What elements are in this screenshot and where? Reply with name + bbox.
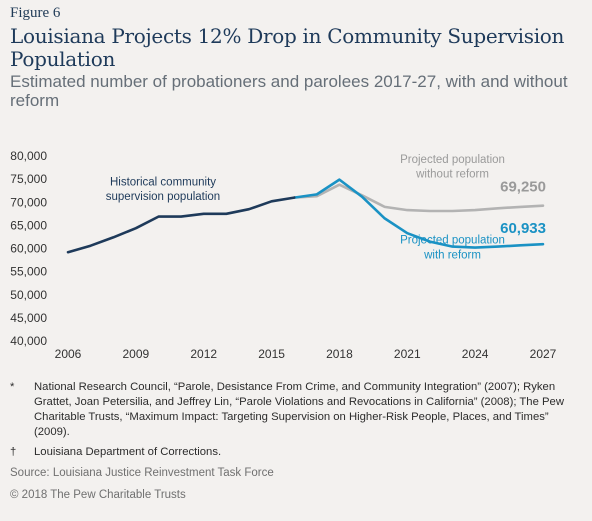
chart-title: Louisiana Projects 12% Drop in Community… xyxy=(10,24,565,71)
footnote-mark-1: * xyxy=(10,381,15,393)
without-reform-end-value: 69,250 xyxy=(500,179,546,196)
y-tick-label: 45,000 xyxy=(10,311,47,325)
series-layer xyxy=(66,178,545,254)
x-tick-label: 2015 xyxy=(258,347,285,361)
y-tick-label: 65,000 xyxy=(10,218,47,232)
figure-label: Figure 6 xyxy=(10,5,61,21)
footnote-text-1: National Research Council, “Parole, Desi… xyxy=(34,381,564,438)
x-tick-label: 2012 xyxy=(190,347,217,361)
footnote-1: * National Research Council, “Parole, De… xyxy=(10,380,582,440)
line-chart: 40,000 45,000 50,000 55,000 60,000 65,000 70,0… xyxy=(10,149,557,361)
copyright: © 2018 The Pew Charitable Trusts xyxy=(10,489,186,501)
historical-label-line-1: Historical community xyxy=(110,177,216,189)
series-line-1 xyxy=(292,183,545,213)
with-reform-label-line-2: with reform xyxy=(423,249,481,261)
footnote-2: † Louisiana Department of Corrections. xyxy=(10,445,582,460)
y-tick-label: 40,000 xyxy=(10,334,47,348)
x-tick-label: 2018 xyxy=(326,347,353,361)
x-tick-label: 2024 xyxy=(462,347,489,361)
without-reform-label-line-1: Projected population xyxy=(400,154,505,166)
y-tick-label: 55,000 xyxy=(10,265,47,279)
y-tick-label: 80,000 xyxy=(10,149,47,163)
x-tick-label: 2027 xyxy=(530,347,557,361)
series-line-0 xyxy=(66,196,296,254)
footnotes: * National Research Council, “Parole, De… xyxy=(10,380,582,465)
y-tick-label: 50,000 xyxy=(10,288,47,302)
y-axis: 40,000 45,000 50,000 55,000 60,000 65,000 70,0… xyxy=(10,149,47,348)
x-tick-label: 2009 xyxy=(123,347,150,361)
y-tick-label: 60,000 xyxy=(10,242,47,256)
y-tick-label: 70,000 xyxy=(10,195,47,209)
source-note: Source: Louisiana Justice Reinvestment T… xyxy=(10,467,274,479)
series-line-2 xyxy=(292,178,545,249)
y-tick-label: 75,000 xyxy=(10,172,47,186)
footnote-mark-2: † xyxy=(10,446,17,458)
x-tick-label: 2006 xyxy=(55,347,82,361)
x-axis: 2006 2009 2012 2015 2018 2021 2024 2027 xyxy=(55,347,557,361)
x-tick-label: 2021 xyxy=(394,347,421,361)
historical-label-line-2: supervision population xyxy=(106,191,220,203)
footnote-text-2: Louisiana Department of Corrections. xyxy=(34,446,222,458)
without-reform-label-line-2: without reform xyxy=(415,169,489,181)
with-reform-end-value: 60,933 xyxy=(500,220,546,237)
with-reform-label-line-1: Projected population xyxy=(400,235,505,247)
chart-subtitle: Estimated number of probationers and par… xyxy=(10,72,568,110)
